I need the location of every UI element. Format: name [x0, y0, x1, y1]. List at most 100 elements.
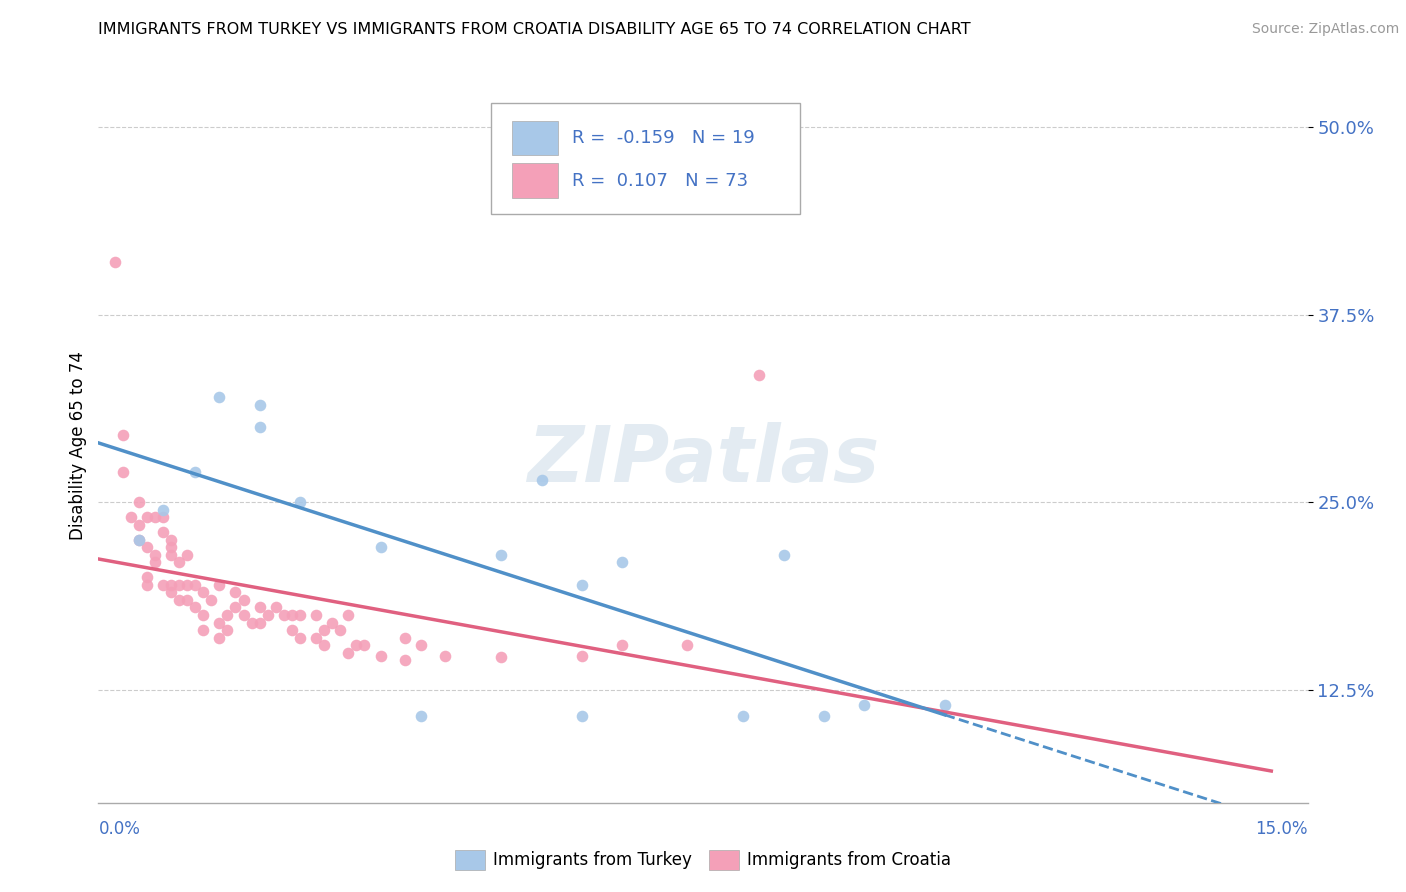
Point	[273, 607, 295, 622]
Point	[224, 585, 246, 599]
Point	[344, 638, 367, 652]
Point	[394, 631, 416, 645]
Point	[111, 465, 134, 479]
Point	[128, 495, 150, 509]
Point	[748, 368, 770, 382]
FancyBboxPatch shape	[492, 103, 800, 214]
Point	[208, 390, 231, 404]
Point	[232, 593, 254, 607]
Point	[370, 648, 392, 663]
Point	[176, 578, 198, 592]
Point	[249, 600, 271, 615]
Point	[176, 548, 198, 562]
Point	[853, 698, 876, 713]
Point	[152, 578, 174, 592]
Point	[249, 615, 271, 630]
Point	[135, 510, 157, 524]
Point	[135, 578, 157, 592]
Point	[321, 615, 343, 630]
Point	[256, 607, 278, 622]
Point	[288, 495, 311, 509]
Point	[409, 708, 432, 723]
Point	[135, 570, 157, 584]
Point	[934, 698, 956, 713]
Point	[813, 708, 835, 723]
Point	[314, 623, 336, 637]
Point	[193, 585, 215, 599]
Point	[193, 623, 215, 637]
Y-axis label: Disability Age 65 to 74: Disability Age 65 to 74	[69, 351, 87, 541]
Point	[409, 638, 432, 652]
Legend: Immigrants from Turkey, Immigrants from Croatia: Immigrants from Turkey, Immigrants from …	[449, 843, 957, 877]
Point	[571, 708, 593, 723]
Point	[288, 631, 311, 645]
Point	[160, 578, 183, 592]
Point	[167, 578, 190, 592]
Point	[176, 593, 198, 607]
Point	[394, 653, 416, 667]
Point	[612, 638, 634, 652]
Point	[733, 708, 755, 723]
Text: Source: ZipAtlas.com: Source: ZipAtlas.com	[1251, 22, 1399, 37]
Point	[111, 427, 134, 442]
Text: ZIPatlas: ZIPatlas	[527, 422, 879, 499]
Point	[160, 541, 183, 555]
Point	[329, 623, 352, 637]
Point	[208, 615, 231, 630]
Point	[571, 648, 593, 663]
Point	[135, 541, 157, 555]
Point	[120, 510, 142, 524]
Point	[167, 593, 190, 607]
Point	[353, 638, 375, 652]
Point	[530, 473, 553, 487]
Point	[370, 541, 392, 555]
Text: R =  -0.159   N = 19: R = -0.159 N = 19	[572, 128, 755, 146]
Point	[337, 646, 360, 660]
Point	[128, 533, 150, 547]
Point	[184, 465, 207, 479]
Point	[676, 638, 699, 652]
Point	[288, 607, 311, 622]
Point	[160, 548, 183, 562]
Point	[434, 648, 457, 663]
Point	[184, 578, 207, 592]
Point	[264, 600, 287, 615]
Point	[128, 517, 150, 532]
Point	[152, 525, 174, 540]
Point	[491, 548, 513, 562]
Point	[772, 548, 794, 562]
Point	[167, 556, 190, 570]
Point	[143, 548, 166, 562]
Point	[612, 556, 634, 570]
FancyBboxPatch shape	[512, 163, 558, 198]
Point	[571, 578, 593, 592]
Point	[232, 607, 254, 622]
Point	[305, 607, 328, 622]
Point	[208, 631, 231, 645]
Text: R =  0.107   N = 73: R = 0.107 N = 73	[572, 171, 748, 189]
Point	[337, 607, 360, 622]
Point	[152, 503, 174, 517]
Point	[152, 510, 174, 524]
FancyBboxPatch shape	[512, 120, 558, 155]
Point	[249, 398, 271, 412]
Point	[200, 593, 222, 607]
Point	[160, 533, 183, 547]
Point	[103, 255, 125, 269]
Point	[281, 607, 304, 622]
Point	[249, 420, 271, 434]
Point	[305, 631, 328, 645]
Point	[208, 578, 231, 592]
Point	[217, 607, 239, 622]
Text: 0.0%: 0.0%	[98, 820, 141, 838]
Point	[240, 615, 263, 630]
Point	[217, 623, 239, 637]
Point	[491, 650, 513, 665]
Point	[281, 623, 304, 637]
Point	[128, 533, 150, 547]
Point	[160, 585, 183, 599]
Point	[143, 556, 166, 570]
Point	[314, 638, 336, 652]
Point	[184, 600, 207, 615]
Point	[193, 607, 215, 622]
